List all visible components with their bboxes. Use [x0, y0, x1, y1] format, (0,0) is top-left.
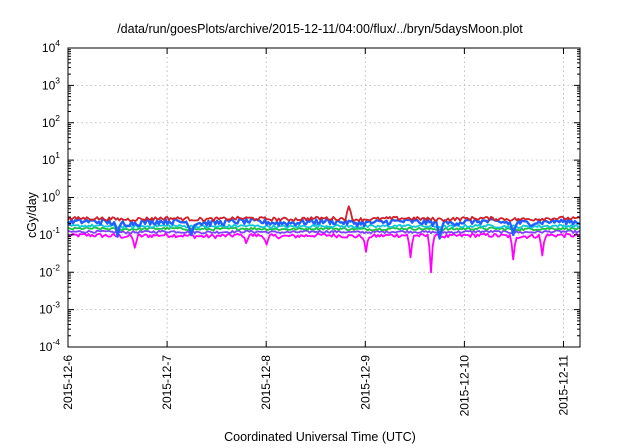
x-tick-label: 2015-12-7: [160, 355, 174, 410]
grid-lines: [67, 47, 580, 348]
y-tick-label: 10-1: [39, 225, 60, 242]
series-line: [67, 205, 581, 223]
y-tick-label: 104: [42, 38, 60, 55]
y-tick-label: 100: [42, 188, 60, 205]
x-tick-label: 2015-12-6: [61, 355, 75, 410]
chart-title: /data/run/goesPlots/archive/2015-12-11/0…: [117, 22, 523, 36]
series-line: [67, 232, 581, 274]
series-line: [67, 226, 581, 232]
y-tick-label: 10-3: [39, 300, 60, 317]
y-tick-label: 103: [42, 75, 60, 92]
y-tick-label: 102: [42, 113, 60, 130]
axis-ticks: 10-4 10-3 10-2 10-1 100 101 102 103 104 2015-12-6…: [39, 38, 580, 416]
x-tick-label: 2015-12-9: [358, 355, 372, 410]
series-group: [66, 205, 581, 274]
y-tick-label: 10-2: [39, 262, 60, 279]
x-tick-label: 2015-12-10: [457, 355, 471, 417]
x-axis-label: Coordinated Universal Time (UTC): [224, 430, 416, 444]
x-tick-label: 2015-12-8: [259, 355, 273, 410]
x-tick-label: 2015-12-11: [556, 355, 570, 416]
series-line: [67, 229, 581, 235]
series-line: [68, 223, 581, 230]
y-tick-label: 10-4: [39, 337, 60, 354]
y-tick-label: 101: [42, 150, 60, 167]
